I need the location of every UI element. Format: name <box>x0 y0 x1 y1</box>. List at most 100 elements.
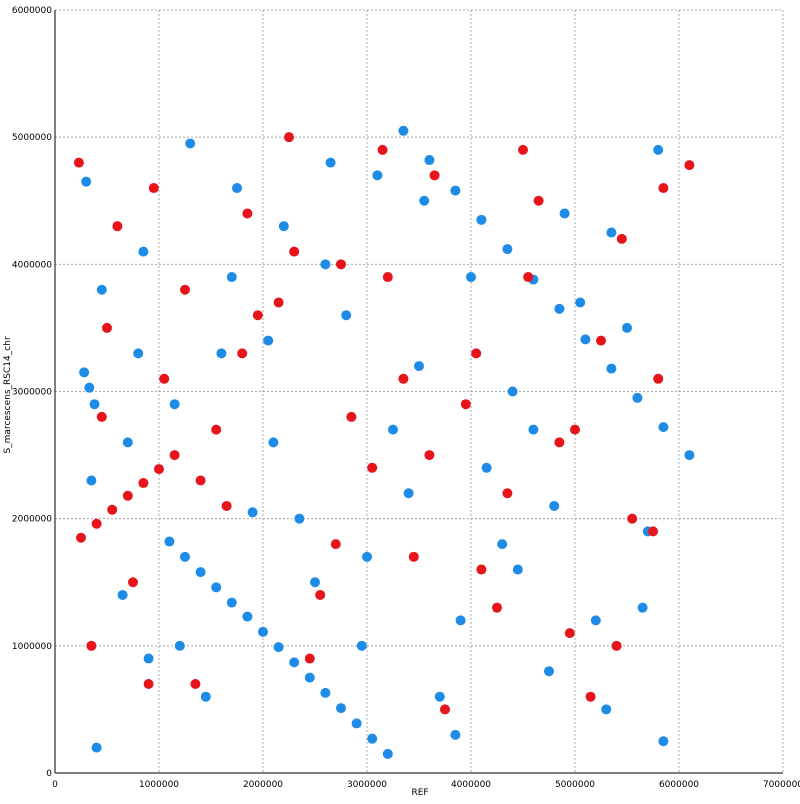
point <box>684 450 695 461</box>
point <box>471 348 482 359</box>
point <box>596 335 606 346</box>
point <box>247 507 258 518</box>
point <box>341 310 352 321</box>
point <box>336 703 346 714</box>
point <box>289 657 300 668</box>
point <box>544 666 554 677</box>
point <box>622 322 632 333</box>
point <box>91 742 102 753</box>
point <box>450 185 461 196</box>
point <box>377 144 388 155</box>
point <box>242 208 253 219</box>
point <box>606 363 617 374</box>
y-tick-label: 1000000 <box>12 642 52 652</box>
point <box>502 244 513 255</box>
point <box>372 170 383 181</box>
point <box>169 450 180 461</box>
point <box>320 687 331 698</box>
point <box>502 488 513 499</box>
point <box>476 214 487 225</box>
point <box>429 170 440 181</box>
point <box>289 246 300 257</box>
point <box>606 227 617 238</box>
point <box>143 678 154 689</box>
point <box>76 532 86 543</box>
point <box>580 334 591 345</box>
point <box>138 246 149 257</box>
point <box>169 399 180 410</box>
point <box>211 582 222 593</box>
point <box>497 539 508 550</box>
point <box>91 518 102 529</box>
point <box>81 176 92 187</box>
point <box>336 259 346 270</box>
y-tick-label: 5000000 <box>12 133 52 143</box>
point <box>533 195 544 206</box>
point <box>554 437 565 448</box>
point <box>180 284 190 295</box>
point <box>200 691 211 702</box>
point <box>492 602 502 613</box>
point <box>507 386 518 397</box>
point <box>211 424 222 435</box>
point <box>143 653 154 664</box>
point <box>523 272 534 283</box>
point <box>159 373 170 384</box>
x-tick-label: 1000000 <box>139 780 179 790</box>
point <box>658 422 669 433</box>
point <box>89 399 100 410</box>
point <box>403 488 414 499</box>
point <box>424 155 435 166</box>
point <box>648 526 658 537</box>
point <box>351 718 362 729</box>
point <box>382 748 393 759</box>
point <box>440 704 450 715</box>
x-tick-label: 6000000 <box>659 780 699 790</box>
point <box>512 564 523 575</box>
point <box>112 221 123 232</box>
x-tick-label: 0 <box>52 780 58 790</box>
point <box>325 157 336 168</box>
point <box>684 160 695 171</box>
point <box>164 536 175 547</box>
point <box>590 615 601 626</box>
point <box>79 367 90 378</box>
point <box>549 500 560 511</box>
point <box>637 602 648 613</box>
x-tick-label: 7000000 <box>763 780 800 790</box>
point <box>117 589 128 600</box>
point <box>564 628 575 639</box>
point <box>252 310 263 321</box>
point <box>304 672 315 683</box>
point <box>128 577 138 588</box>
point <box>180 551 190 562</box>
point <box>310 577 320 588</box>
point <box>107 504 118 515</box>
point <box>554 303 565 314</box>
point <box>86 640 97 651</box>
point <box>315 589 326 600</box>
point <box>419 195 430 206</box>
y-tick-label: 3000000 <box>12 388 52 398</box>
point <box>388 424 398 435</box>
point <box>122 490 133 501</box>
point <box>424 450 435 461</box>
point <box>346 411 357 422</box>
point <box>320 259 331 270</box>
point <box>96 284 107 295</box>
point <box>174 640 185 651</box>
point <box>195 475 206 486</box>
point <box>221 500 232 511</box>
point <box>263 335 274 346</box>
point <box>414 361 424 372</box>
point <box>216 348 227 359</box>
point <box>559 208 570 219</box>
point <box>658 736 669 747</box>
point <box>585 691 596 702</box>
point <box>226 597 237 608</box>
point <box>408 551 419 562</box>
point <box>278 221 289 232</box>
point <box>273 642 284 653</box>
point <box>304 653 315 664</box>
point <box>575 297 586 308</box>
